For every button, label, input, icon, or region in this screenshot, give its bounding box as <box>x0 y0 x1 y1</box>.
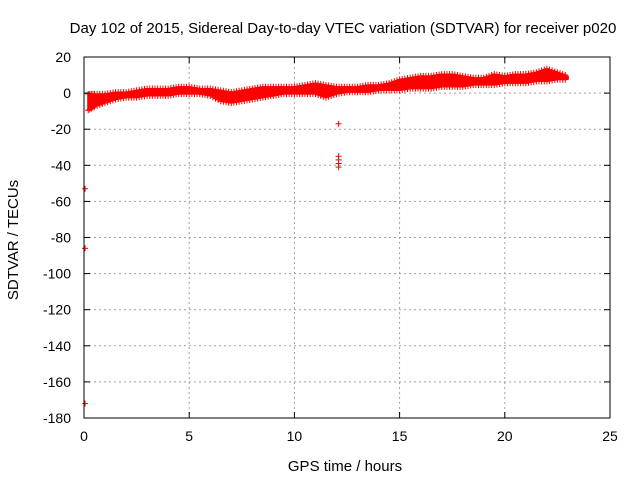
chart-title: Day 102 of 2015, Sidereal Day-to-day VTE… <box>70 20 617 37</box>
x-tick-label: 10 <box>287 428 303 444</box>
plot-frame <box>83 56 611 419</box>
axis-ticks <box>83 56 611 419</box>
outlier-point <box>82 400 89 407</box>
band-point <box>488 71 495 78</box>
y-tick-labels: 20 0 -20 -40 -60 -80 -100 -120 -140 -160 -180 <box>43 49 71 426</box>
y-tick-label: -120 <box>43 302 71 318</box>
x-tick-label: 20 <box>497 428 513 444</box>
band-point <box>96 101 103 108</box>
band-point <box>209 94 216 101</box>
y-tick-label: -80 <box>51 230 71 246</box>
band-point <box>549 67 556 74</box>
band-point <box>322 94 329 101</box>
y-tick-label: -180 <box>43 410 71 426</box>
outlier-point <box>82 185 89 192</box>
x-tick-label: 5 <box>185 428 193 444</box>
band-point <box>109 97 116 104</box>
band-point <box>215 96 222 103</box>
band-point <box>328 92 335 99</box>
band-point <box>102 100 109 107</box>
band-point <box>480 74 487 81</box>
band-point <box>562 76 569 83</box>
x-tick-label: 0 <box>80 428 88 444</box>
y-tick-label: -160 <box>43 374 71 390</box>
y-tick-label: -100 <box>43 266 71 282</box>
x-tick-label: 25 <box>602 428 618 444</box>
band-point <box>94 102 101 109</box>
y-tick-label: 20 <box>55 49 71 65</box>
outlier-point <box>335 164 342 171</box>
data-band <box>85 65 569 114</box>
grid-lines <box>84 57 610 418</box>
band-point <box>486 72 493 79</box>
band-point <box>317 92 324 99</box>
y-tick-label: -60 <box>51 193 71 209</box>
y-tick-label: -20 <box>51 121 71 137</box>
band-point <box>388 79 395 86</box>
band-point <box>107 98 114 105</box>
band-point <box>212 95 219 102</box>
band-point <box>551 68 558 75</box>
band-point <box>104 99 111 106</box>
outlier-points <box>82 120 342 407</box>
x-tick-labels: 0 5 10 15 20 25 <box>80 428 618 444</box>
band-point <box>99 101 106 108</box>
band-point <box>554 69 561 76</box>
outlier-point <box>82 245 89 252</box>
band-point <box>207 92 214 99</box>
band-point <box>483 73 490 80</box>
band-point <box>538 67 545 74</box>
y-axis-label: SDTVAR / TECUs <box>5 180 22 300</box>
band-point <box>535 68 542 75</box>
x-tick-label: 15 <box>392 428 408 444</box>
y-tick-label: 0 <box>63 85 71 101</box>
x-axis-label: GPS time / hours <box>288 458 402 475</box>
band-point <box>325 93 332 100</box>
y-tick-label: -40 <box>51 157 71 173</box>
band-point <box>546 66 553 73</box>
band-point <box>386 80 393 87</box>
band-point <box>541 66 548 73</box>
outlier-point <box>335 120 342 127</box>
band-point <box>393 77 400 84</box>
band-point <box>315 92 322 99</box>
band-point <box>391 78 398 85</box>
data-band-envelope <box>87 68 569 112</box>
band-point <box>312 91 319 98</box>
band-point <box>330 92 337 99</box>
band-point <box>533 69 540 76</box>
band-point <box>543 65 550 72</box>
y-tick-label: -140 <box>43 338 71 354</box>
band-point <box>91 103 98 110</box>
band-point <box>320 93 327 100</box>
band-point <box>557 70 564 77</box>
band-point <box>559 71 566 78</box>
